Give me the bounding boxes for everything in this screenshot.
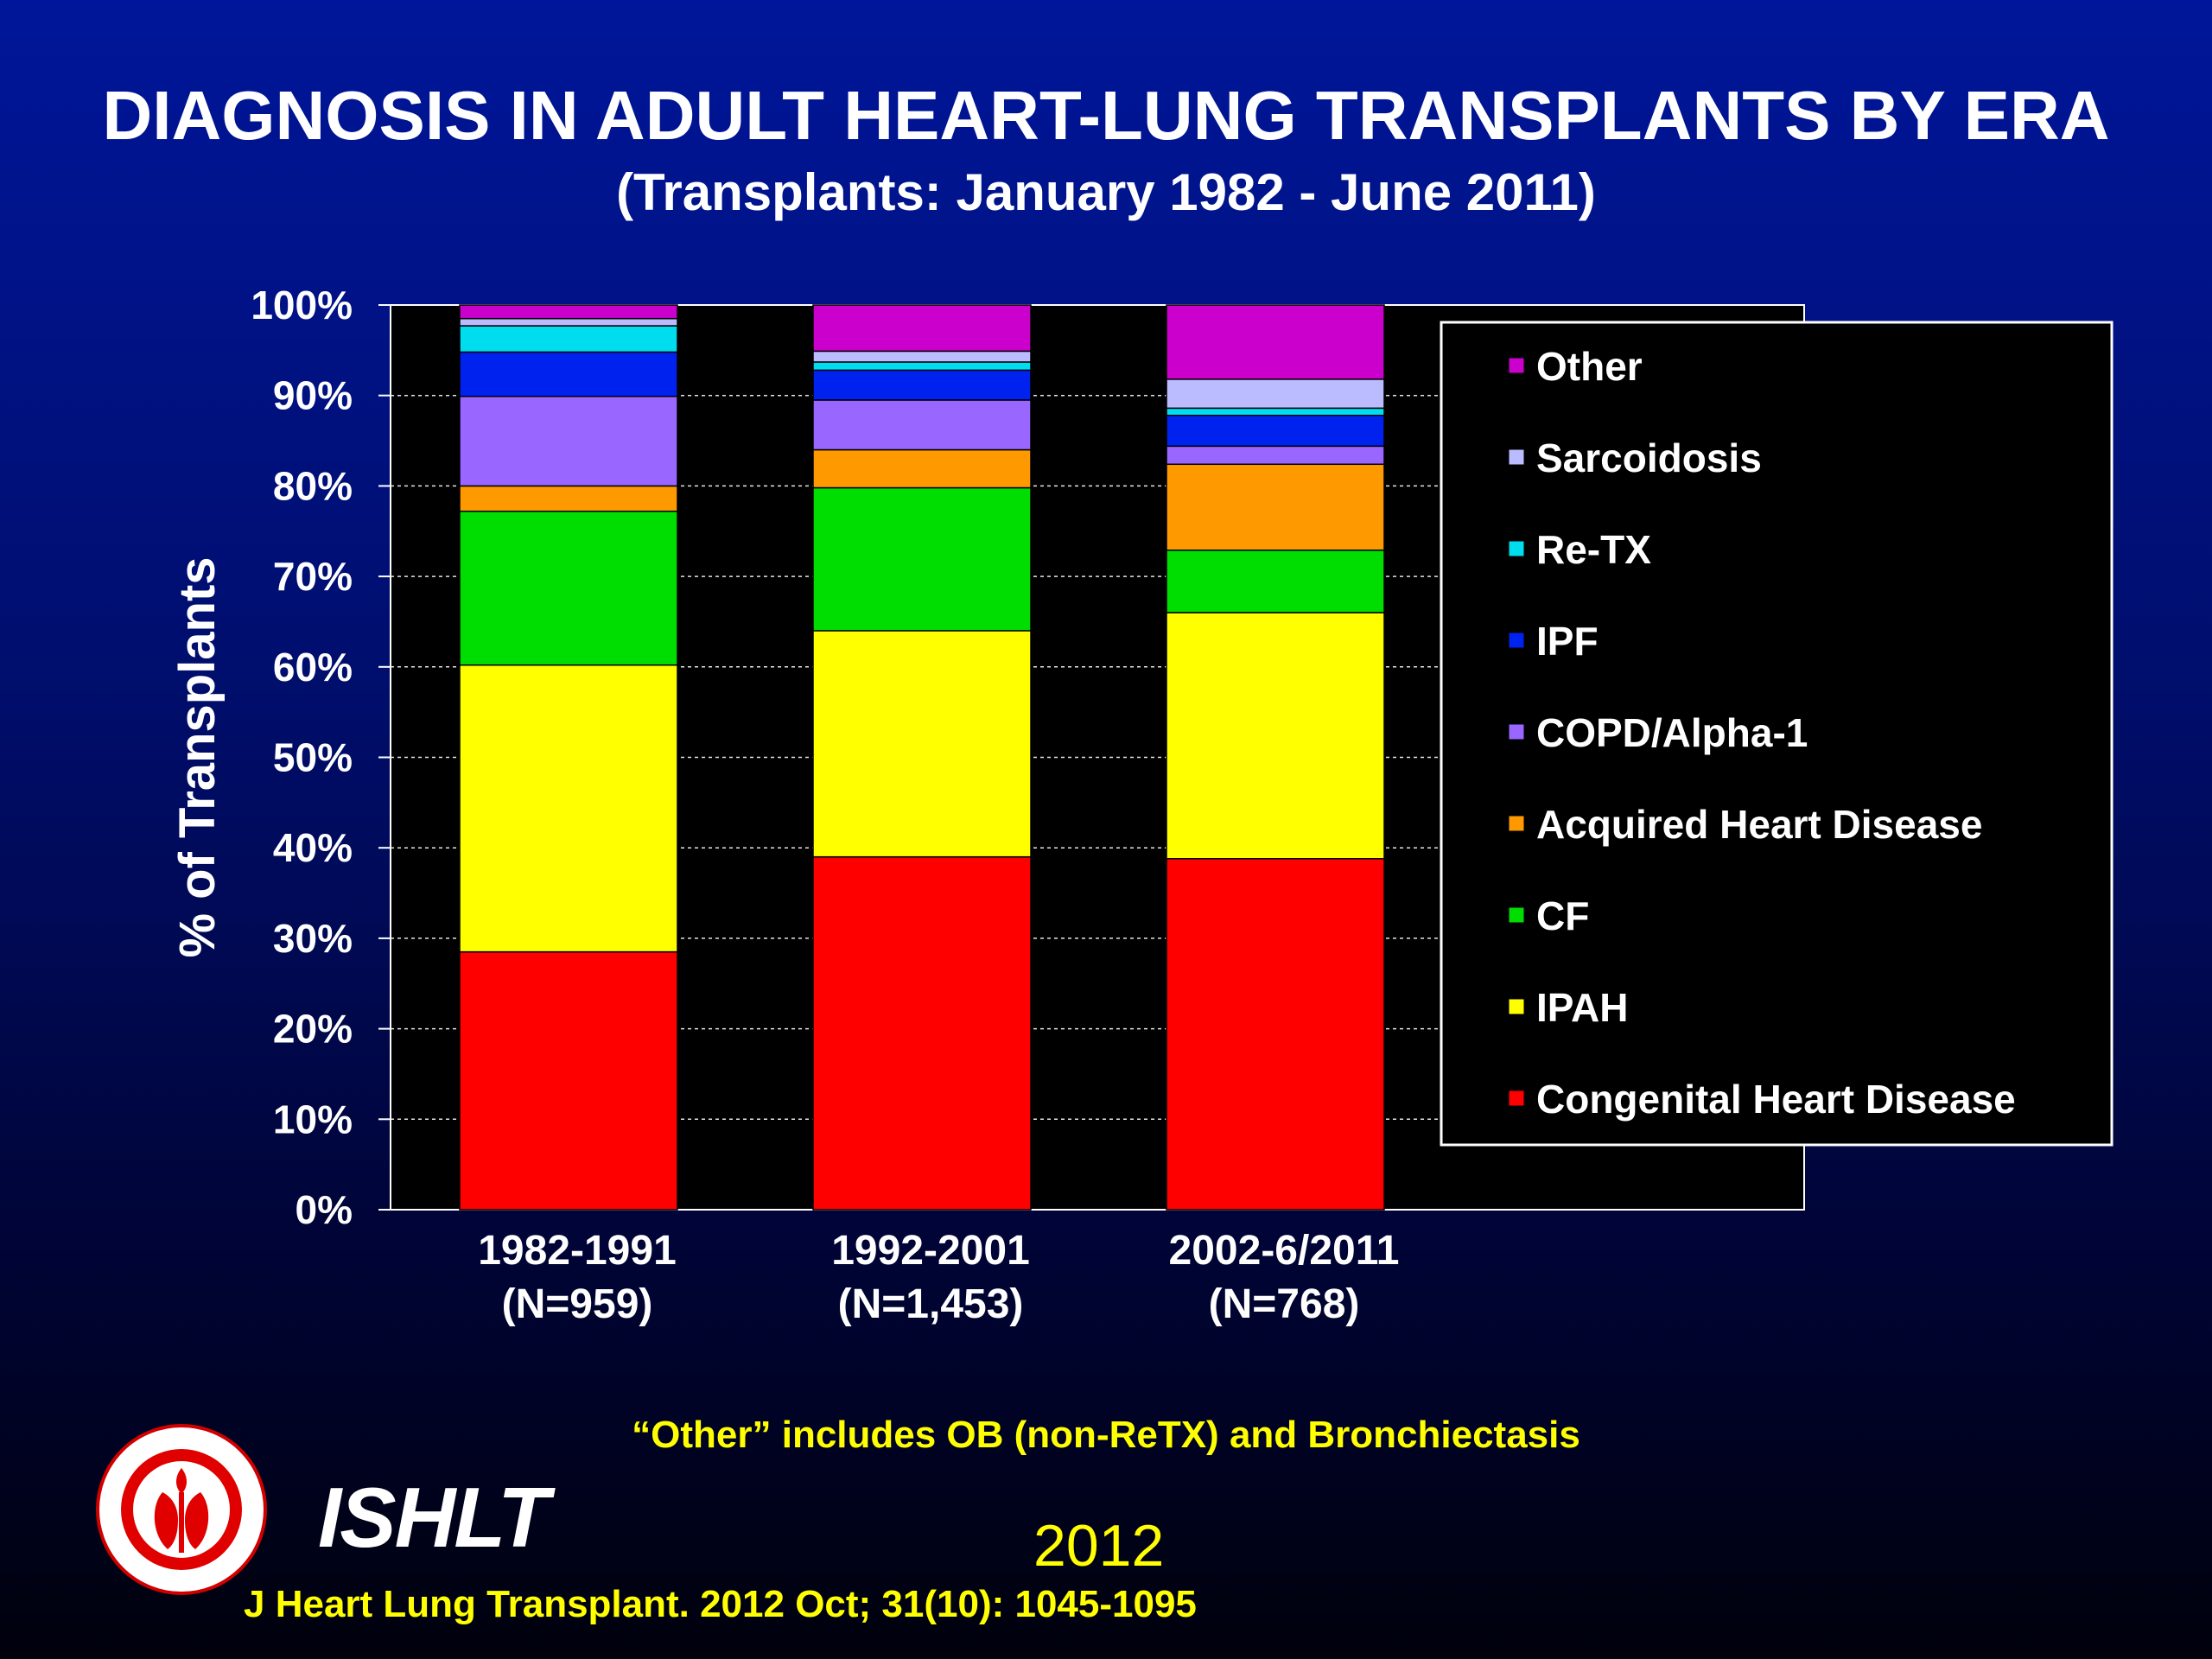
legend-swatch (1508, 1090, 1525, 1107)
x-tick-label: 1982-1991 (478, 1228, 677, 1274)
bar-segment (812, 630, 1032, 858)
y-tick-label: 80% (273, 463, 353, 508)
stacked-bar-chart: 0% 10% 20% 30% 40% 50% 60% 70% 80% 90% 100% % of Tr… (169, 283, 2113, 1327)
legend-label: Acquired Heart Disease (1536, 802, 1982, 847)
legend-label: Congenital Heart Disease (1536, 1077, 2016, 1122)
bar-segment (459, 664, 678, 953)
legend-swatch (1508, 906, 1525, 924)
y-tick-label: 70% (273, 554, 353, 599)
legend-swatch (1508, 540, 1525, 557)
org-name: ISHLT (318, 1470, 550, 1565)
bar-segment (1166, 549, 1385, 613)
year-label: 2012 (1033, 1513, 1165, 1579)
ishlt-logo (96, 1424, 267, 1595)
y-tick-label: 10% (273, 1096, 353, 1141)
legend-swatch (1508, 357, 1525, 374)
y-tick-label: 90% (273, 373, 353, 418)
bar-segment (459, 510, 678, 666)
bar-segment (812, 855, 1032, 1211)
x-tick-sublabel: (N=768) (1209, 1281, 1360, 1327)
bar-segment (1166, 378, 1385, 410)
bar-segment (1166, 463, 1385, 551)
bar-segment (1166, 304, 1385, 380)
bar-segment (1166, 445, 1385, 466)
bar-segment (1166, 612, 1385, 860)
bar-segment (459, 351, 678, 397)
bar-segment (459, 950, 678, 1211)
bar-segment (812, 304, 1032, 353)
bar-segment (812, 361, 1032, 372)
bar-segment (812, 399, 1032, 451)
legend-swatch (1508, 632, 1525, 649)
x-tick-sublabel: (N=1,453) (838, 1281, 1024, 1327)
legend-label: Sarcoidosis (1536, 435, 1762, 480)
bar-segment (1166, 414, 1385, 448)
page-subtitle: (Transplants: January 1982 - June 2011) (616, 163, 1596, 221)
y-tick-label: 60% (273, 645, 353, 690)
legend-label: Other (1536, 344, 1643, 389)
legend-label: Re-TX (1536, 527, 1651, 572)
bar-segment (459, 317, 678, 327)
bar-segment (459, 325, 678, 353)
y-tick-label: 0% (296, 1187, 353, 1232)
page-title: DIAGNOSIS IN ADULT HEART-LUNG TRANSPLANT… (102, 77, 2110, 154)
x-tick-sublabel: (N=959) (502, 1281, 653, 1327)
bar-segment (459, 395, 678, 487)
bar-segment (1166, 407, 1385, 416)
y-tick-label: 50% (273, 735, 353, 780)
footnote: “Other” includes OB (non-ReTX) and Bronc… (632, 1414, 1580, 1456)
bar-segment (459, 485, 678, 512)
bar-segment (812, 369, 1032, 401)
legend-label: COPD/Alpha-1 (1536, 710, 1808, 755)
bar-segment (812, 486, 1032, 632)
legend-swatch (1508, 723, 1525, 741)
bar-segment (812, 448, 1032, 489)
y-tick-label: 100% (251, 283, 353, 327)
y-tick-label: 40% (273, 825, 353, 870)
y-tick-label: 30% (273, 916, 353, 961)
bar-segment (459, 304, 678, 320)
bar-segment (812, 350, 1032, 363)
x-tick-label: 2002-6/2011 (1169, 1228, 1400, 1274)
citation: J Heart Lung Transplant. 2012 Oct; 31(10… (244, 1583, 1197, 1625)
legend (1440, 321, 2113, 1147)
legend-swatch (1508, 448, 1525, 466)
bar-segment (1166, 858, 1385, 1211)
legend-label: IPF (1536, 619, 1599, 664)
y-axis-label: % of Transplants (169, 556, 226, 957)
y-tick-label: 20% (273, 1007, 353, 1052)
legend-swatch (1508, 815, 1525, 832)
x-tick-label: 1992-2001 (831, 1228, 1030, 1274)
legend-label: IPAH (1536, 985, 1629, 1030)
legend-swatch (1508, 998, 1525, 1015)
legend-label: CF (1536, 893, 1589, 938)
